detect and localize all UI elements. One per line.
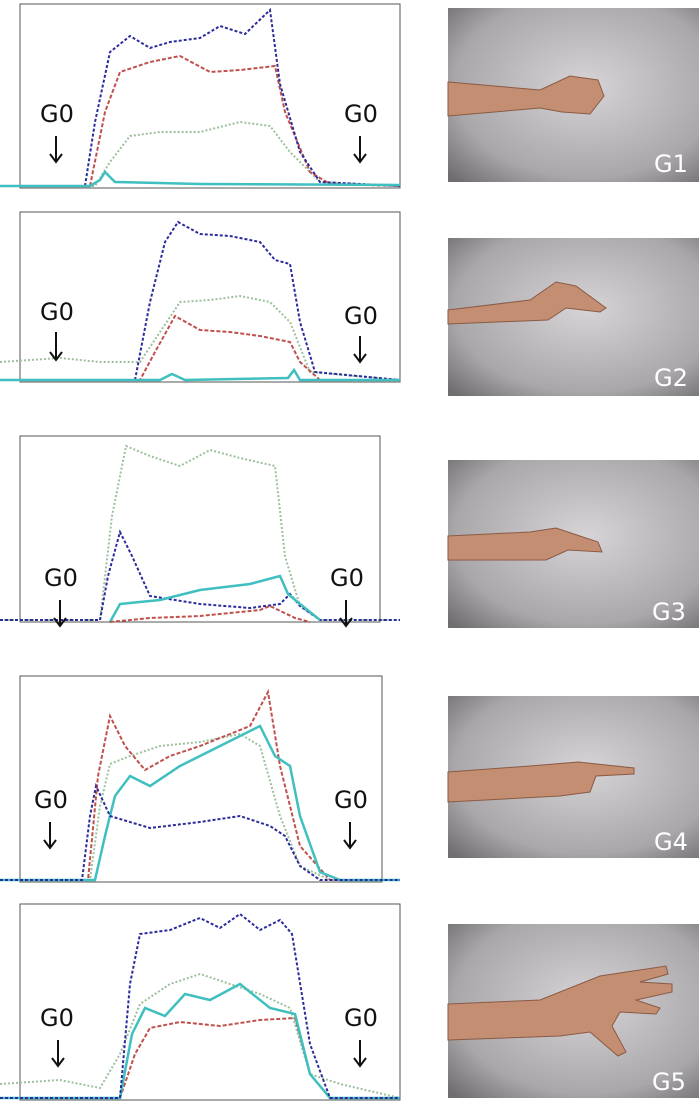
signal-line	[0, 782, 400, 881]
baseline-label: G0	[344, 100, 378, 128]
hand	[447, 965, 673, 1057]
gesture-label: G4	[654, 828, 688, 856]
signal-line	[0, 7, 401, 187]
baseline-label: G0	[40, 1004, 74, 1032]
plot-frame	[19, 211, 401, 383]
arrow	[353, 136, 367, 164]
signal-line	[108, 574, 321, 623]
baseline-label: G0	[34, 786, 68, 814]
arrow	[51, 1040, 65, 1068]
signal-line	[0, 220, 401, 381]
hand	[447, 281, 607, 325]
signal-line	[0, 120, 401, 187]
signal-line	[0, 982, 400, 1100]
signal-line	[0, 972, 401, 1099]
plot-frame	[19, 3, 401, 189]
signal-line	[0, 54, 401, 187]
signal-line	[0, 314, 400, 381]
signal-line	[0, 170, 401, 188]
panel: G0 G0 G2	[0, 211, 699, 396]
arrow	[43, 822, 57, 850]
signal-line	[0, 912, 400, 1099]
baseline-label: G0	[344, 1004, 378, 1032]
baseline-label: G0	[344, 302, 378, 330]
panel: G0 G0 G3	[0, 435, 699, 628]
baseline-label: G0	[44, 564, 78, 592]
arrow	[53, 600, 67, 628]
signal-line	[0, 294, 401, 381]
baseline-label: G0	[334, 786, 368, 814]
signal-line	[0, 688, 400, 881]
signal-line	[0, 367, 400, 382]
baseline-label: G0	[40, 100, 74, 128]
arrow	[353, 336, 367, 364]
arrow	[49, 332, 63, 362]
hand	[447, 761, 635, 803]
hand	[447, 75, 605, 117]
gesture-label: G2	[654, 364, 688, 392]
signal-line	[0, 529, 400, 621]
arrow	[49, 136, 63, 164]
baseline-label: G0	[40, 298, 74, 326]
plot-frame	[19, 675, 383, 883]
gesture-label: G1	[654, 150, 688, 178]
plot-frame	[19, 435, 381, 623]
gesture-label: G5	[652, 1068, 686, 1096]
arrow	[353, 1040, 367, 1068]
hand	[447, 527, 603, 561]
panel: G0 G0 G5	[0, 903, 699, 1101]
baseline-label: G0	[330, 564, 364, 592]
signal-line	[0, 732, 400, 881]
plot-frame	[19, 903, 401, 1101]
signal-line	[0, 724, 400, 882]
arrow	[343, 822, 357, 850]
panel: G0 G0 G1	[0, 3, 699, 189]
arrow	[339, 600, 353, 628]
signal-line	[109, 604, 311, 623]
panel: G0 G0 G4	[0, 675, 699, 883]
gesture-label: G3	[652, 598, 686, 626]
